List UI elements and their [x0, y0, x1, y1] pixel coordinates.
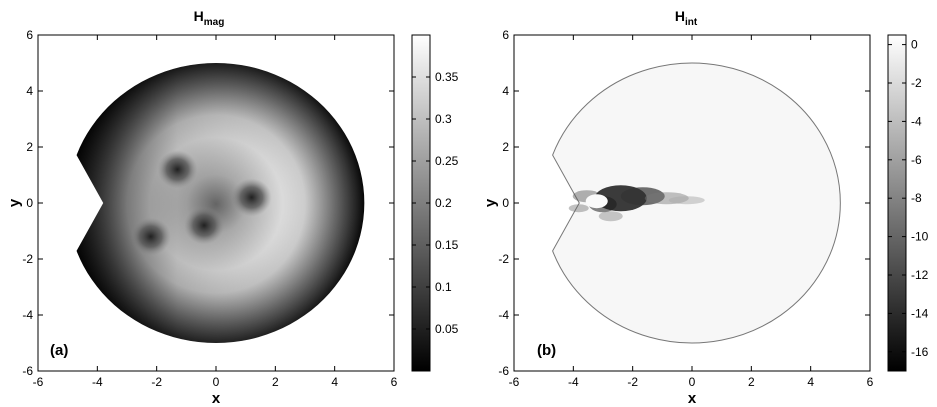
panel-a-ylabel: y: [6, 198, 23, 207]
streak-highlight: [585, 194, 608, 209]
y-tick-label: 2: [502, 140, 509, 154]
colorbar-tick-label: 0.05: [435, 322, 459, 336]
panel-b-xlabel: x: [688, 390, 697, 407]
dark-minimum: [231, 178, 272, 217]
y-tick-label: -6: [22, 364, 33, 378]
panel-b-ylabel: y: [482, 198, 499, 207]
colorbar-tick-label: -2: [911, 76, 922, 90]
panel-a-tag: (a): [50, 342, 68, 359]
y-tick-label: -4: [22, 308, 33, 322]
x-tick-label: 6: [391, 375, 398, 389]
colorbar-tick-label: 0.35: [435, 70, 459, 84]
panel-b-ticks: -6 -4 -2 0 2 4 6 -6 -4 -2 0 2 4 6: [498, 28, 873, 389]
y-tick-label: 2: [26, 140, 33, 154]
x-tick-label: 2: [272, 375, 279, 389]
x-tick-label: 6: [867, 375, 874, 389]
x-tick-label: -6: [509, 375, 520, 389]
colorbar-tick-label: 0.25: [435, 154, 459, 168]
colorbar-tick-label: 0.2: [435, 196, 452, 210]
streak-blob: [598, 211, 623, 222]
colorbar-tick-label: -6: [911, 153, 922, 167]
y-tick-label: 4: [502, 84, 509, 98]
colorbar-tick-label: -4: [911, 114, 922, 128]
colorbar-tick-label: -14: [911, 306, 929, 320]
x-tick-label: -2: [151, 375, 162, 389]
x-tick-label: -4: [568, 375, 579, 389]
colorbar-tick-label: 0: [911, 38, 918, 52]
colorbar-tick-label: -10: [911, 230, 929, 244]
colorbar-tick-label: 0.3: [435, 112, 452, 126]
y-tick-label: 6: [26, 28, 33, 42]
streak-blob: [620, 187, 665, 206]
notch-shadow: [76, 63, 365, 344]
panel-a-colorbar-ticks: 0.05 0.1 0.15 0.2 0.25 0.3 0.35: [412, 70, 459, 336]
x-tick-label: 0: [689, 375, 696, 389]
y-tick-label: -4: [498, 308, 509, 322]
panel-a-ticks: -6 -4 -2 0 2 4 6 -6 -4 -2 0 2 4 6: [22, 28, 397, 389]
x-tick-label: 4: [331, 375, 338, 389]
colorbar-tick-label: 0.1: [435, 280, 452, 294]
panel-a-xlabel: x: [212, 390, 221, 407]
streak-blob: [668, 196, 705, 205]
panel-a-field: [76, 63, 365, 344]
dark-minimum: [184, 206, 225, 245]
y-tick-label: 0: [502, 196, 509, 210]
colorbar-tick-label: -16: [911, 345, 929, 359]
panel-b-title: Hint: [675, 8, 698, 28]
x-tick-label: 4: [807, 375, 814, 389]
y-tick-label: 6: [502, 28, 509, 42]
x-tick-label: -6: [33, 375, 44, 389]
x-tick-label: -4: [92, 375, 103, 389]
dark-minimum: [130, 217, 171, 256]
y-tick-label: 4: [26, 84, 33, 98]
x-tick-label: 0: [213, 375, 220, 389]
panel-a-title: Hmag: [194, 8, 225, 28]
y-tick-label: 0: [26, 196, 33, 210]
panel-b-colorbar: [887, 34, 907, 372]
x-tick-label: -2: [627, 375, 638, 389]
streak-blob: [568, 204, 589, 213]
colorbar-tick-label: -8: [911, 191, 922, 205]
y-tick-label: -6: [498, 364, 509, 378]
x-tick-label: 2: [748, 375, 755, 389]
dark-minimum: [157, 150, 198, 189]
colorbar-tick-label: 0.15: [435, 238, 459, 252]
y-tick-label: -2: [498, 252, 509, 266]
y-tick-label: -2: [22, 252, 33, 266]
panel-b-tag: (b): [537, 342, 556, 359]
colorbar-tick-label: -12: [911, 268, 929, 282]
panel-b-field: [552, 62, 841, 344]
panel-b-colorbar-ticks: 0 -2 -4 -6 -8 -10 -12 -14 -16: [888, 38, 929, 359]
